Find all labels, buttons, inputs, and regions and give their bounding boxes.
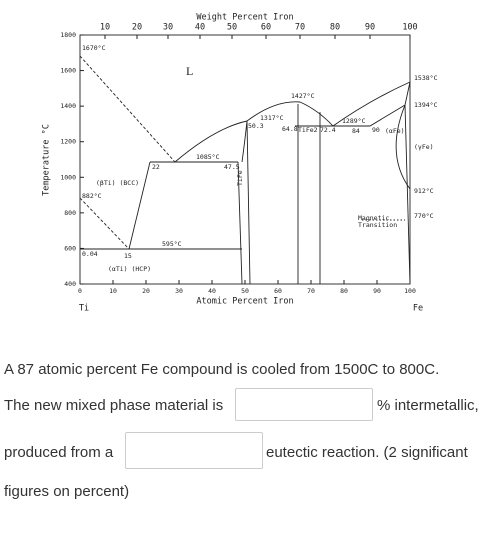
top-tick-label: 40 (195, 23, 205, 33)
diagram-label: 1289°C (342, 117, 366, 125)
question-text: eutectic reaction. (2 significant (266, 444, 468, 461)
top-axis-title: Weight Percent Iron (196, 13, 293, 23)
y-tick-label: 1400 (60, 102, 76, 110)
question-line: A 87 atomic percent Fe compound is coole… (4, 361, 440, 378)
diagram-label: TiFe (236, 170, 244, 186)
diagram-label: (βTi) (BCC) (96, 179, 139, 187)
y-tick-label: 1800 (60, 31, 76, 39)
question-text: % intermetallic, (377, 397, 479, 414)
diagram-label: 1427°C (291, 92, 315, 100)
x-tick-label: 100 (404, 287, 416, 295)
diagram-label: 882°C (82, 192, 102, 200)
x-tick-label: 40 (208, 287, 216, 295)
diagram-label: 1317°C (260, 114, 284, 122)
diagram-label: 72.4 (320, 126, 336, 134)
x-tick-label: 60 (274, 287, 282, 295)
top-tick-label: 50 (227, 23, 237, 33)
x-tick-label: 50 (241, 287, 249, 295)
diagram-label: 47.5 (224, 163, 240, 171)
diagram-label: TiFe2 (298, 126, 318, 134)
diagram-label: (αTi) (HCP) (108, 265, 151, 273)
top-tick-label: 10 (100, 23, 110, 33)
diagram-label: Transition (358, 221, 397, 229)
diagram-label: Magnetic (358, 214, 389, 222)
fe-label: Fe (413, 304, 423, 314)
top-tick-label: 80 (330, 23, 340, 33)
x-tick-label: 30 (175, 287, 183, 295)
answer-input[interactable] (235, 388, 373, 421)
fe-side (404, 81, 411, 285)
beta-transus (79, 197, 130, 250)
bottom-axis-title: Atomic Percent Iron (196, 297, 293, 307)
y-tick-label: 800 (64, 209, 76, 217)
top-tick-label: 30 (163, 23, 173, 33)
eutectoid (80, 161, 242, 250)
diagram-label: (αFe) (385, 127, 405, 135)
diagram-label: L (186, 64, 193, 78)
top-tick-label: 60 (261, 23, 271, 33)
x-tick-label: 90 (373, 287, 381, 295)
y-tick-label: 600 (64, 244, 76, 252)
x-tick-label: 10 (109, 287, 117, 295)
y-tick-label: 1200 (60, 138, 76, 146)
y-axis-title: Temperature °C (42, 124, 52, 196)
diagram-label: 1670°C (82, 44, 106, 52)
top-tick-label: 100 (402, 23, 417, 33)
ti-label: Ti (79, 304, 89, 314)
y-tick-label: 1600 (60, 67, 76, 75)
diagram-label: 90 (372, 126, 380, 134)
diagram-label: 0.04 (82, 250, 98, 258)
x-tick-label: 0 (78, 287, 82, 295)
diagram-label: 84 (352, 127, 360, 135)
diagram-label: 22 (152, 163, 160, 171)
answer-input[interactable] (125, 432, 263, 469)
diagram-label: 1538°C (414, 74, 438, 82)
diagram-label: 15 (124, 252, 132, 260)
gamma-loop (395, 104, 411, 190)
y-tick-label: 400 (64, 280, 76, 288)
question-text: produced from a (4, 444, 114, 461)
diagram-label: 770°C (414, 212, 434, 220)
x-tick-label: 70 (307, 287, 315, 295)
top-tick-label: 20 (132, 23, 142, 33)
y-tick-label: 1000 (60, 173, 76, 181)
top-tick-label: 90 (365, 23, 375, 33)
top-tick-label: 70 (295, 23, 305, 33)
x-tick-label: 80 (340, 287, 348, 295)
question-text: figures on percent) (4, 483, 130, 500)
diagram-label: 64.8 (282, 125, 298, 133)
diagram-label: 1085°C (196, 153, 220, 161)
diagram-label: 1394°C (414, 101, 438, 109)
liquidus (174, 81, 411, 163)
question-text: The new mixed phase material is (4, 397, 224, 414)
diagram-label: 912°C (414, 187, 434, 195)
diagram-label: 50.3 (248, 122, 264, 130)
diagram-label: (γFe) (414, 143, 434, 151)
phase-boundaries (150, 104, 406, 285)
liquidus-ti (79, 55, 176, 163)
x-tick-label: 20 (142, 287, 150, 295)
diagram-label: 595°C (162, 240, 182, 248)
phase-diagram: Weight Percent Iron Atomic Percent Iron … (42, 13, 438, 314)
